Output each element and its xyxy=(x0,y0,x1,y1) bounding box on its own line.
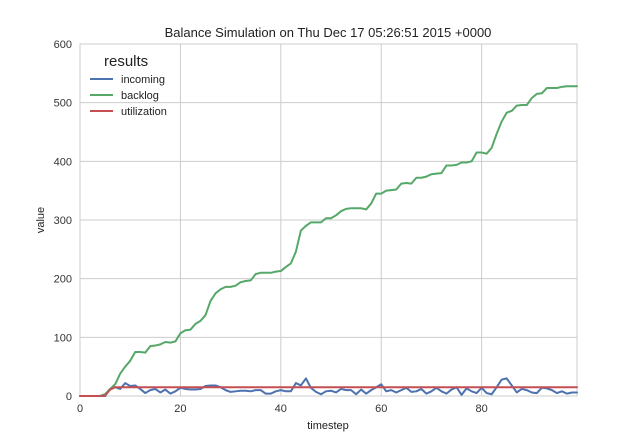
y-tick-label: 0 xyxy=(66,391,72,403)
series-line-incoming xyxy=(79,377,578,397)
y-axis-label: value xyxy=(35,207,47,233)
legend-label-utilization: utilization xyxy=(121,106,167,118)
x-axis-label: timestep xyxy=(307,420,349,432)
x-tick-label: 0 xyxy=(77,403,83,415)
legend-label-backlog: backlog xyxy=(121,90,159,102)
legend-title: results xyxy=(104,53,148,70)
y-tick-label: 500 xyxy=(54,98,72,110)
series-line-backlog xyxy=(79,85,578,397)
x-tick-label: 40 xyxy=(275,403,287,415)
series-line-utilization xyxy=(79,386,578,397)
y-tick-label: 100 xyxy=(54,332,72,344)
x-tick-label: 80 xyxy=(475,403,487,415)
y-tick-label: 200 xyxy=(54,274,72,286)
series-lines xyxy=(79,85,578,397)
plot-frame xyxy=(79,43,578,397)
legend: results incoming backlog utilization xyxy=(90,53,167,118)
legend-label-incoming: incoming xyxy=(121,74,165,86)
y-tick-label: 300 xyxy=(54,215,72,227)
x-tick-label: 60 xyxy=(375,403,387,415)
chart-title: Balance Simulation on Thu Dec 17 05:26:5… xyxy=(165,25,492,40)
x-tick-label: 20 xyxy=(174,403,186,415)
y-tick-label: 600 xyxy=(54,39,72,51)
y-tick-label: 400 xyxy=(54,156,72,168)
tick-labels: 0 100 200 300 400 500 600 0 20 40 60 80 xyxy=(54,39,488,415)
